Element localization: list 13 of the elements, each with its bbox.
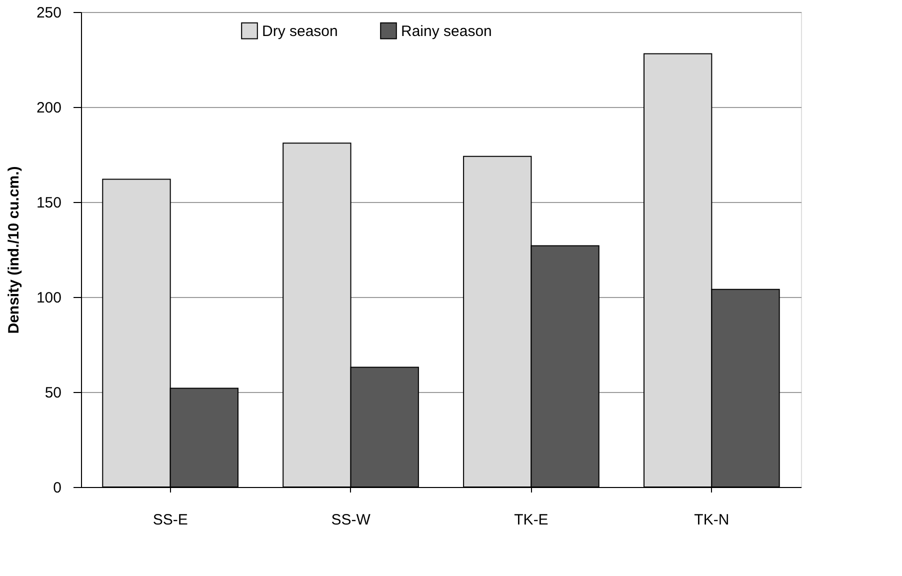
y-tick-label: 0 (53, 480, 62, 496)
x-tick-label: TK-N (694, 512, 730, 528)
y-tick-label: 200 (36, 100, 62, 116)
y-axis-title: Density (ind./10 cu.cm.) (5, 166, 22, 334)
x-tick-label: SS-E (152, 512, 188, 528)
legend-label: Dry season (262, 22, 338, 40)
legend-label: Rainy season (401, 22, 492, 40)
x-tick-label: TK-E (514, 512, 548, 528)
x-tick-label: SS-W (331, 512, 372, 528)
y-tick-label: 250 (36, 4, 62, 22)
y-tick-label: 150 (36, 194, 62, 212)
y-tick-label: 50 (44, 384, 62, 402)
y-tick-label: 100 (36, 290, 62, 306)
